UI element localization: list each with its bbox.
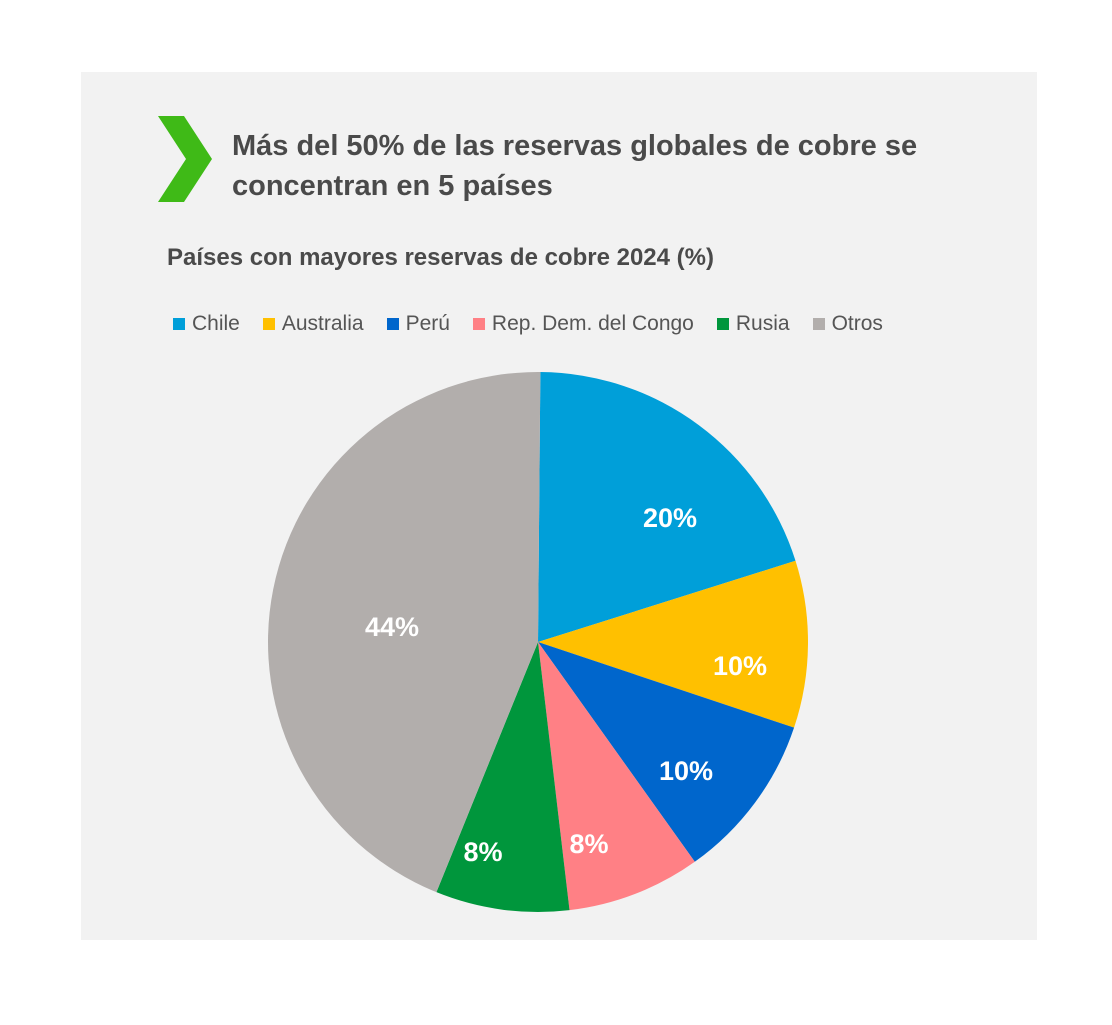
pie-slice-australia — [538, 560, 808, 728]
headline: Más del 50% de las reservas globales de … — [232, 130, 918, 202]
legend-label: Australia — [281, 312, 364, 335]
slice-data-label: 8% — [463, 837, 502, 867]
legend-swatch — [716, 318, 729, 330]
pie-slice-otros — [268, 372, 541, 893]
legend-swatch — [173, 318, 185, 330]
slice-data-label: 20% — [643, 503, 697, 533]
legend-swatch — [472, 318, 485, 330]
pie-slice-per- — [538, 642, 795, 862]
slice-data-label: 8% — [569, 829, 608, 859]
pie-slice-rep-dem-del-congo — [538, 642, 695, 911]
legend-label: Chile — [192, 312, 240, 335]
pie-chart: 20% 10% 10% 8% 8% 44% — [268, 372, 808, 912]
pie-slice-rusia — [436, 642, 570, 912]
legend-label: Rep. Dem. del Congo — [491, 312, 694, 335]
chevron-icon — [158, 116, 212, 202]
legend-label: Otros — [831, 312, 883, 335]
chart-panel: Más del 50% de las reservas globales de … — [81, 72, 1037, 940]
legend-item: Australia — [262, 312, 364, 336]
legend-item: Otros — [812, 312, 883, 336]
slice-data-label: 10% — [713, 651, 767, 681]
legend-item: Rusia — [716, 312, 790, 336]
legend-swatch — [386, 318, 399, 330]
legend-label: Perú — [405, 312, 450, 335]
slice-data-label: 10% — [659, 756, 713, 786]
pie-slice-chile — [538, 372, 796, 642]
chart-title: Países con mayores reservas de cobre 202… — [167, 244, 714, 271]
legend-item: Perú — [386, 312, 450, 336]
legend-item: Rep. Dem. del Congo — [472, 312, 694, 336]
legend-swatch — [812, 318, 825, 330]
legend-label: Rusia — [735, 312, 790, 335]
chart-legend: Chile Australia Perú Rep. Dem. del Congo Rus… — [173, 312, 906, 336]
slice-data-label: 44% — [365, 612, 419, 642]
legend-item: Chile — [173, 312, 240, 336]
legend-swatch — [262, 318, 275, 330]
